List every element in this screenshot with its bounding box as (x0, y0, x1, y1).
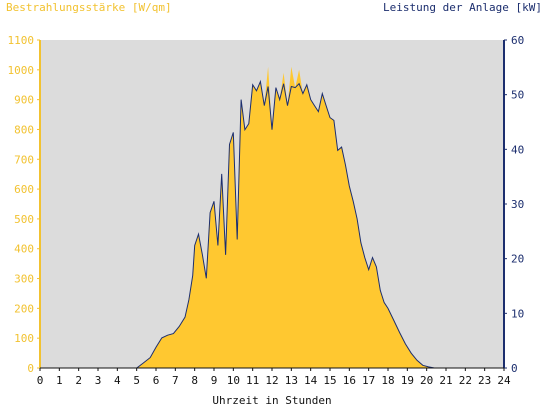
x-tick-label: 11 (246, 374, 259, 387)
x-tick-label: 0 (37, 374, 44, 387)
left-tick-label: 100 (14, 332, 34, 345)
left-tick-label: 400 (14, 243, 34, 256)
right-axis-title: Leistung der Anlage [kW] (383, 1, 542, 14)
left-tick-label: 500 (14, 213, 34, 226)
right-tick-labels: 0 10 20 30 40 50 60 (504, 34, 524, 375)
x-tick-label: 22 (459, 374, 472, 387)
x-tick-label: 18 (381, 374, 394, 387)
left-tick-label: 200 (14, 302, 34, 315)
x-tick-label: 10 (227, 374, 240, 387)
left-tick-label: 800 (14, 123, 34, 136)
right-tick-label: 50 (511, 89, 524, 102)
left-tick-label: 600 (14, 183, 34, 196)
left-tick-label: 700 (14, 153, 34, 166)
x-tick-label: 9 (211, 374, 218, 387)
left-tick-label: 900 (14, 94, 34, 107)
x-tick-label: 6 (153, 374, 160, 387)
left-tick-labels: 0 100 200 300 400 500 600 700 800 900 1000 1100 (8, 34, 40, 375)
x-tick-label: 20 (420, 374, 433, 387)
x-tick-label: 15 (323, 374, 336, 387)
x-tick-label: 13 (285, 374, 298, 387)
x-tick-label: 17 (362, 374, 375, 387)
x-tick-label: 2 (75, 374, 82, 387)
x-tick-label: 3 (95, 374, 102, 387)
x-tick-label: 8 (191, 374, 198, 387)
right-tick-label: 60 (511, 34, 524, 47)
x-tick-label: 5 (133, 374, 140, 387)
right-tick-label: 10 (511, 307, 524, 320)
left-tick-label: 300 (14, 273, 34, 286)
right-tick-label: 30 (511, 198, 524, 211)
x-tick-label: 12 (265, 374, 278, 387)
right-tick-label: 20 (511, 253, 524, 266)
x-tick-label: 4 (114, 374, 121, 387)
irradiance-area-series (40, 66, 504, 369)
x-tick-label: 19 (401, 374, 414, 387)
power-line-series (40, 79, 504, 369)
left-tick-label: 1100 (8, 34, 35, 47)
x-tick-label: 21 (439, 374, 452, 387)
x-tick-label: 1 (56, 374, 63, 387)
x-axis-title: Uhrzeit in Stunden (212, 394, 332, 407)
x-tick-label: 14 (304, 374, 318, 387)
right-tick-label: 0 (511, 362, 518, 375)
x-tick-label: 23 (478, 374, 491, 387)
x-tick-labels: 0 1 2 3 4 5 6 7 8 9 10 11 12 13 14 15 16 17 18 19 20 21 22 23 24 (37, 368, 511, 387)
x-tick-label: 7 (172, 374, 179, 387)
right-tick-label: 40 (511, 143, 524, 156)
left-axis-title: Bestrahlungsstärke [W/qm] (6, 1, 172, 14)
left-tick-label: 0 (27, 362, 34, 375)
left-tick-label: 1000 (8, 64, 35, 77)
x-tick-label: 16 (343, 374, 356, 387)
x-tick-label: 24 (497, 374, 511, 387)
